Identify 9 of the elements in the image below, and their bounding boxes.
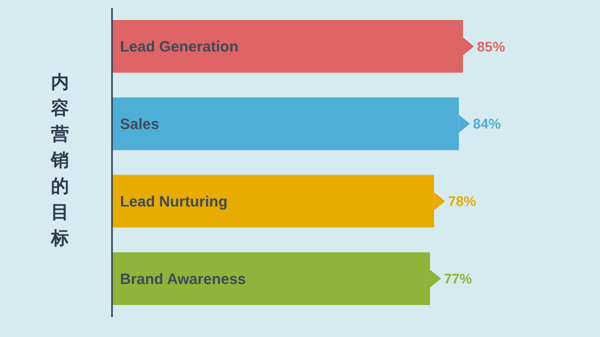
data-label: 77% (444, 270, 473, 287)
y-axis-title: 内容营销的目标 (50, 72, 69, 249)
y-tick-label: Brand Awareness (120, 270, 246, 288)
data-label: 85% (477, 38, 506, 54)
y-tick-label: Sales (120, 116, 160, 134)
data-label: 84% (472, 116, 502, 132)
y-tick-label: Lead Generation (120, 38, 238, 56)
data-label: 78% (448, 193, 477, 210)
y-tick-label: Lead Nurturing (120, 193, 228, 210)
